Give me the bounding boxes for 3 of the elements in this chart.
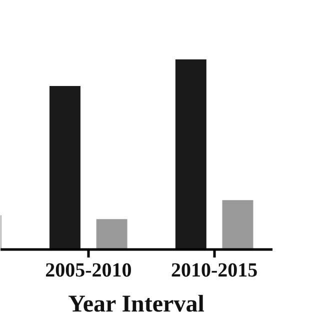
x-axis-title: Year Interval bbox=[68, 292, 205, 318]
x-tick-label: 2010-2015 bbox=[170, 260, 258, 282]
x-tick-label: 2005-2010 bbox=[45, 260, 132, 282]
